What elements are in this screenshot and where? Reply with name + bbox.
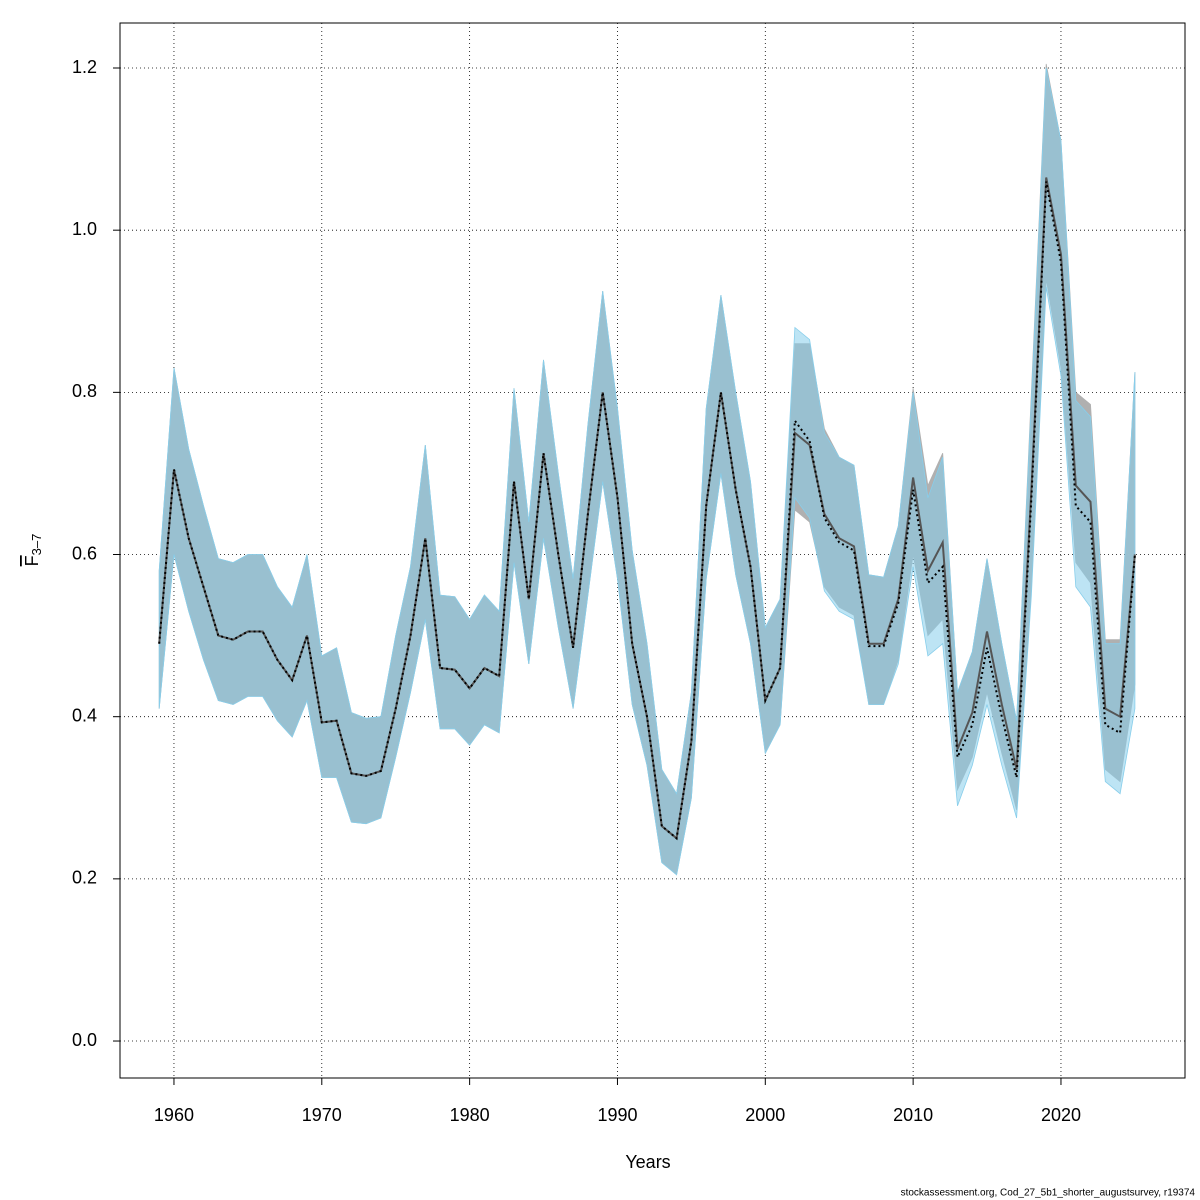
y-axis-label-main: F (22, 555, 42, 566)
footer: stockassessment.org, Cod_27_5b1_shorter_… (901, 1188, 1196, 1199)
y-tick-label: 1.0 (72, 219, 97, 239)
y-tick-label: 1.2 (72, 57, 97, 77)
x-axis-label: Years (625, 1152, 670, 1172)
x-tick-label: 1970 (302, 1105, 342, 1125)
x-tick-label: 2020 (1041, 1105, 1081, 1125)
confidence-band (158, 67, 1136, 876)
x-tick-label: 1960 (154, 1105, 194, 1125)
y-axis-label-subscript: 3–7 (29, 534, 44, 556)
y-tick-label: 0.0 (72, 1030, 97, 1050)
y-tick-label: 0.6 (72, 543, 97, 563)
plot-frame (119, 22, 1186, 1079)
x-tick-label: 2000 (745, 1105, 785, 1125)
y-tick-label: 0.8 (72, 381, 97, 401)
y-tick-label: 0.4 (72, 705, 97, 725)
x-tick-label: 2010 (893, 1105, 933, 1125)
y-tick-label: 0.2 (72, 868, 97, 888)
y-axis-label: F3–7 (22, 534, 45, 567)
x-tick-label: 1980 (450, 1105, 490, 1125)
estimate-line (158, 181, 1136, 841)
x-tick-label: 1990 (597, 1105, 637, 1125)
